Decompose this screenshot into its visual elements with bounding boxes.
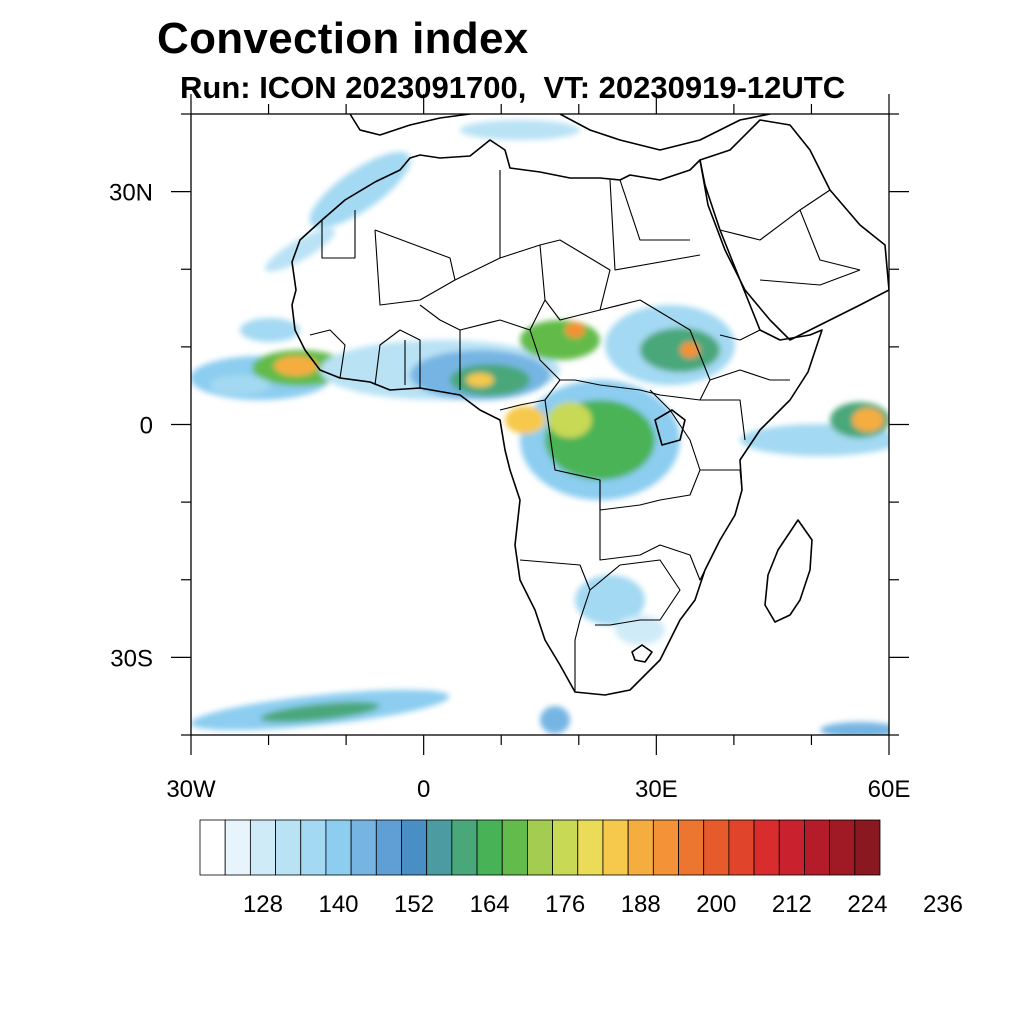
axis-ticks: [171, 94, 909, 755]
colorbar-swatch: [224, 819, 251, 876]
colorbar: [199, 819, 881, 876]
colorbar-swatch: [652, 819, 679, 876]
colorbar-labels: 128 140 152 164 176 188 200 212 224 236: [243, 891, 963, 918]
chart-title: Convection index: [157, 14, 529, 63]
colorbar-swatch: [527, 819, 553, 876]
lon-tick-label: 30W: [166, 776, 216, 803]
colorbar-swatch: [728, 819, 755, 876]
colorbar-swatch: [275, 819, 302, 876]
lon-tick-label: 30E: [635, 776, 678, 803]
colorbar-swatch: [451, 819, 478, 876]
lon-tick-label: 0: [417, 776, 430, 803]
colorbar-swatch: [627, 819, 654, 876]
colorbar-swatch: [426, 819, 453, 876]
colorbar-swatch: [375, 819, 402, 876]
colorbar-swatch: [703, 819, 730, 876]
colorbar-swatch: [552, 819, 579, 876]
lat-tick-label: 0: [140, 413, 153, 440]
lat-tick-label: 30N: [109, 180, 153, 207]
colorbar-label: 176: [545, 891, 585, 918]
lon-tick-label: 60E: [868, 776, 911, 803]
chart-subtitle: Run: ICON 2023091700, VT: 20230919-12UTC: [180, 70, 846, 105]
colorbar-swatch: [778, 819, 805, 876]
colorbar-swatch: [854, 819, 881, 876]
colorbar-swatch: [678, 819, 705, 876]
colorbar-swatch: [350, 819, 377, 876]
colorbar-swatch: [829, 819, 856, 876]
colorbar-swatch: [401, 819, 428, 876]
colorbar-swatch: [577, 819, 604, 876]
colorbar-swatch: [501, 819, 528, 876]
colorbar-label: 164: [470, 891, 510, 918]
colorbar-swatch: [753, 819, 780, 876]
colorbar-label: 236: [923, 891, 963, 918]
colorbar-swatch: [804, 819, 831, 876]
colorbar-swatch: [249, 819, 276, 876]
lat-tick-label: 30S: [110, 645, 153, 672]
colorbar-label: 140: [318, 891, 358, 918]
colorbar-label: 188: [621, 891, 661, 918]
coastlines: [291, 114, 889, 696]
map-layers: [191, 114, 889, 735]
colorbar-swatch: [602, 819, 629, 876]
country-borders: [309, 170, 861, 692]
colorbar-swatch: [300, 819, 327, 876]
colorbar-label: 152: [394, 891, 434, 918]
axis-tick-labels: 30N 0 30S 30W 0 30E 60E: [109, 180, 910, 803]
colorbar-label: 128: [243, 891, 283, 918]
colorbar-label: 224: [847, 891, 887, 918]
colorbar-label: 212: [772, 891, 812, 918]
colorbar-swatch: [476, 819, 503, 876]
colorbar-swatch: [325, 819, 352, 876]
colorbar-label: 200: [696, 891, 736, 918]
colorbar-swatch: [199, 819, 226, 876]
